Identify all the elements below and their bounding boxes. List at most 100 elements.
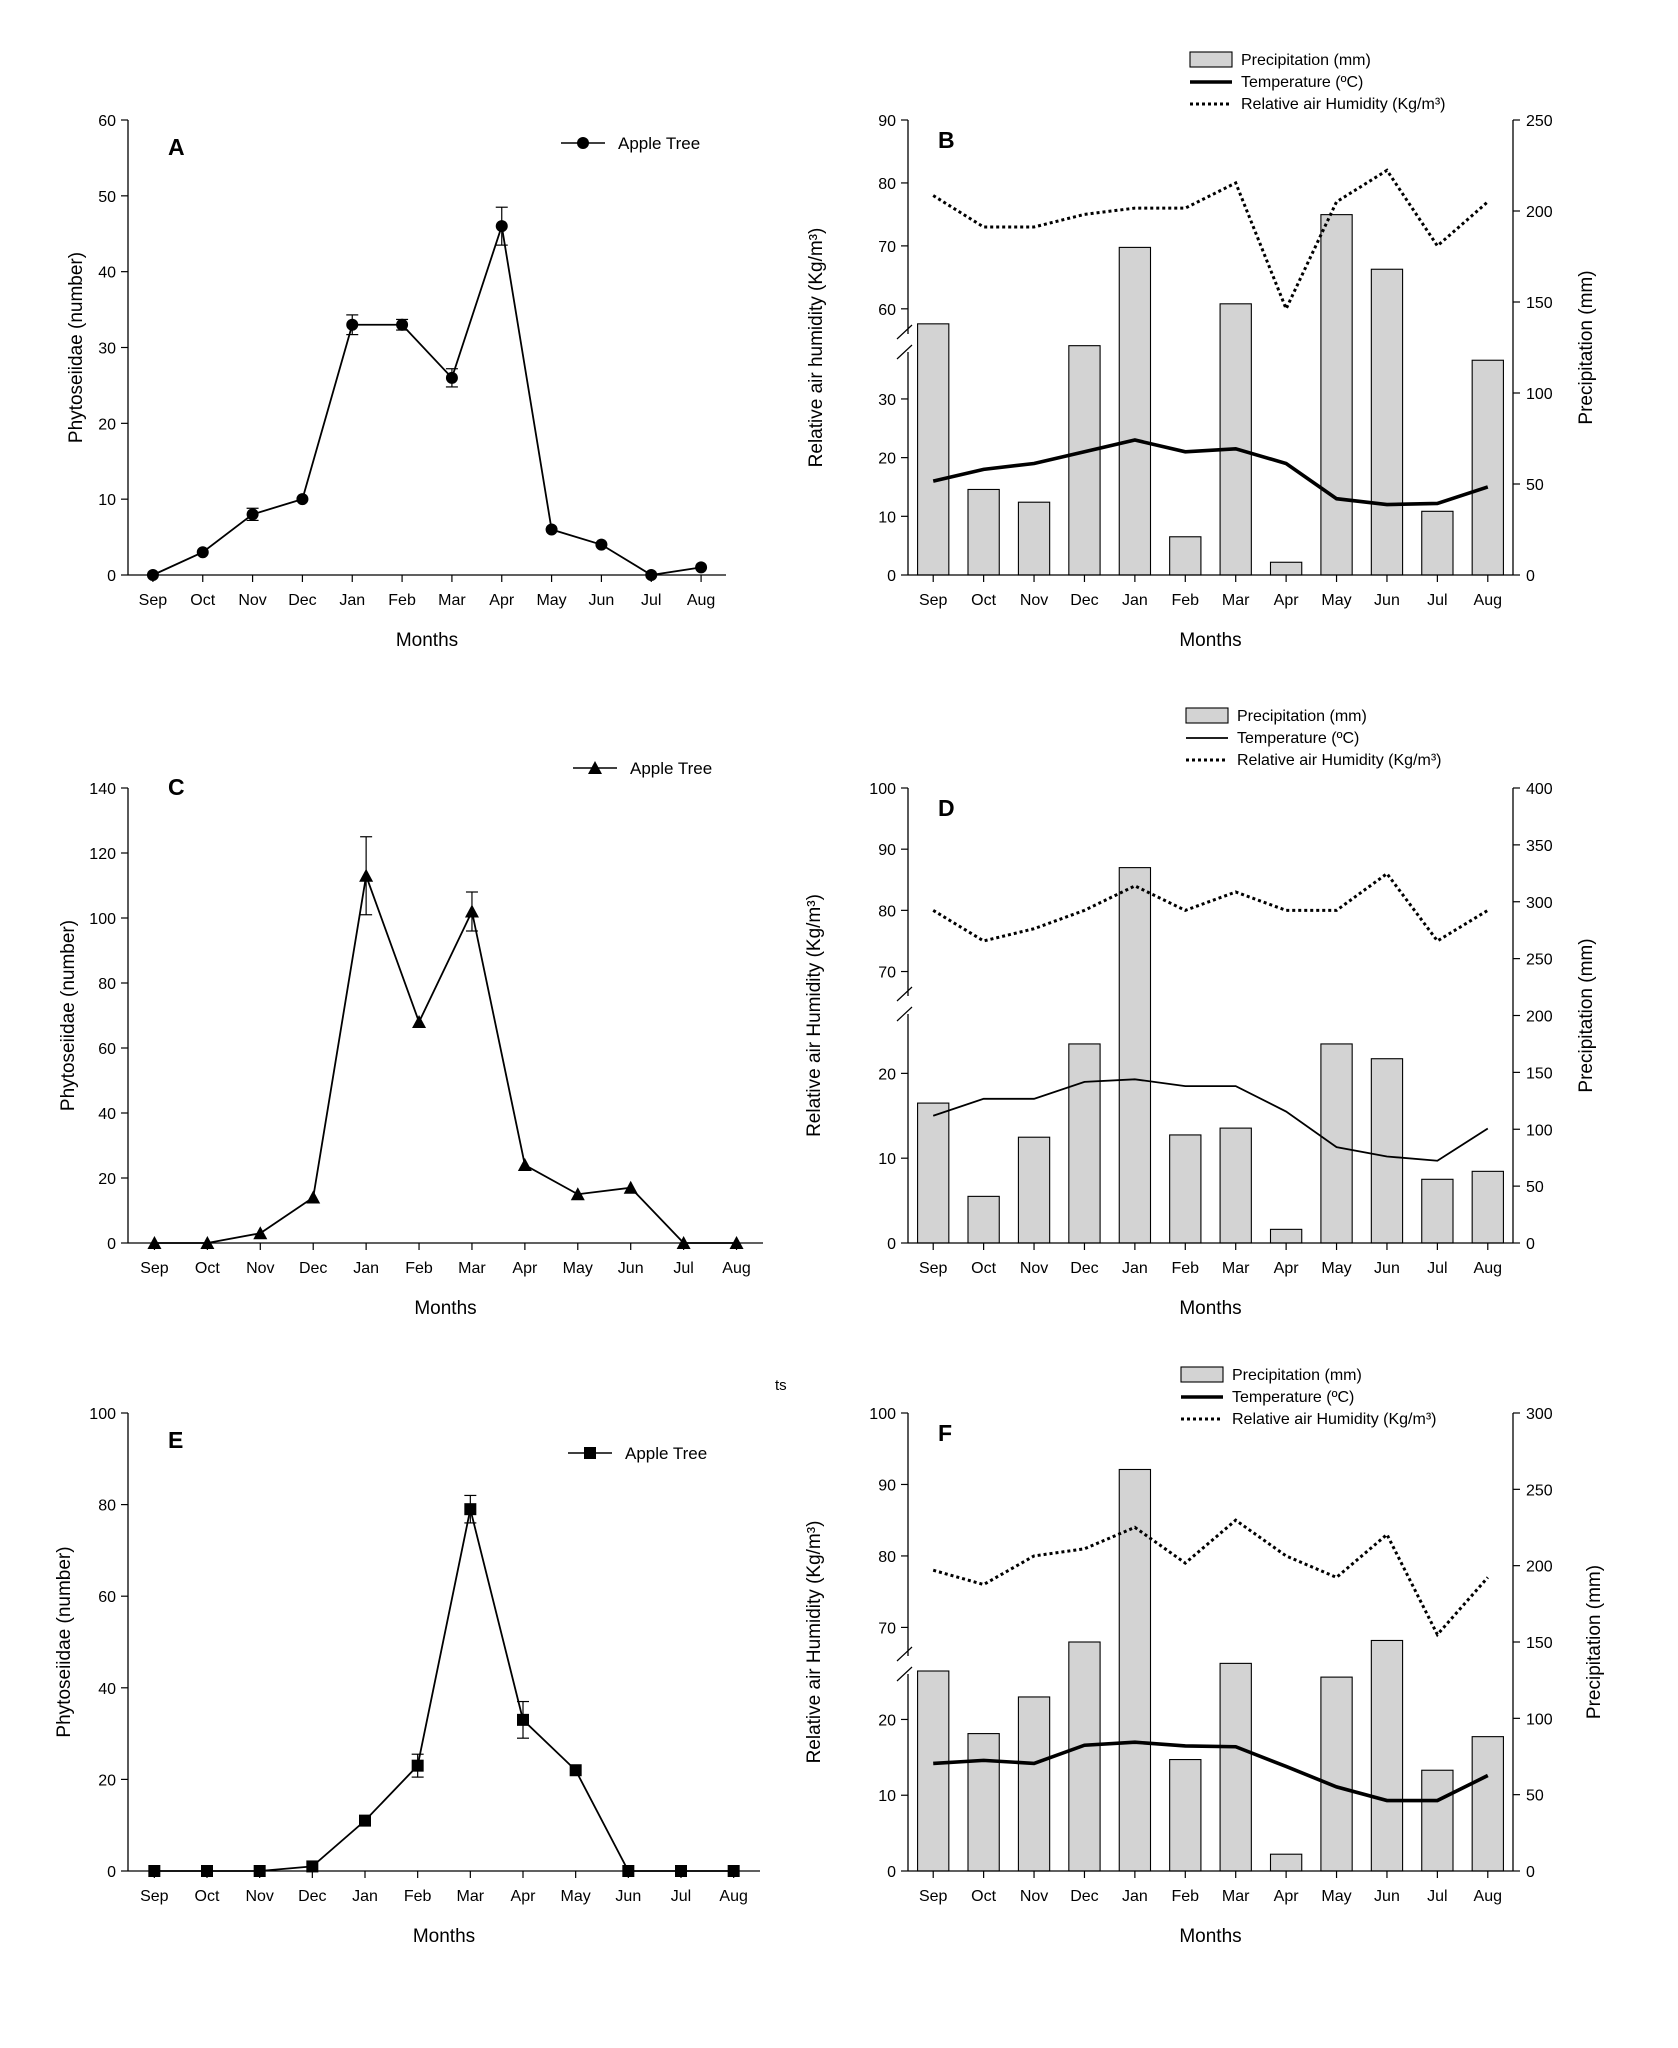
precipitation-bar-F (1269, 1853, 1303, 1872)
precipitation-bar-D (1471, 1170, 1504, 1244)
data-point-C (412, 1015, 427, 1028)
y-tick-label-right-B: 100 (1526, 386, 1553, 403)
y-tick-label-right-F: 200 (1526, 1559, 1553, 1576)
x-tick-label-D: Nov (1020, 1260, 1048, 1277)
x-tick-label-C: Feb (405, 1260, 433, 1277)
x-tick-label-D: Jan (1122, 1260, 1148, 1277)
legend-label-humidity-D: Relative air Humidity (Kg/m³) (1237, 752, 1441, 769)
x-tick-label-D: Mar (1222, 1260, 1250, 1277)
panel-label-C: C (168, 774, 185, 800)
y-tick-label-right-D: 150 (1526, 1065, 1553, 1082)
x-tick-label-B: Aug (1474, 592, 1502, 609)
data-point-E (411, 1759, 424, 1772)
x-tick-label-D: May (1321, 1260, 1351, 1277)
axis-break-F (896, 1646, 913, 1662)
y-tick-label-C: 40 (98, 1106, 116, 1123)
x-tick-label-E: Dec (298, 1888, 326, 1905)
x-tick-label-C: Jan (353, 1260, 379, 1277)
precipitation-bar-B (1471, 359, 1504, 576)
panel-label-F: F (938, 1420, 952, 1446)
data-point-A (495, 220, 508, 233)
x-axis-label-D: Months (1179, 1298, 1241, 1319)
x-tick-label-C: Jun (618, 1260, 644, 1277)
y-tick-label-right-D: 100 (1526, 1122, 1553, 1139)
precipitation-bar-F (1068, 1641, 1101, 1872)
x-tick-label-B: Dec (1070, 592, 1098, 609)
data-point-E (306, 1860, 319, 1873)
y-tick-label-right-B: 250 (1526, 113, 1553, 130)
panel-label-A: A (168, 134, 185, 160)
data-point-C (147, 1236, 162, 1249)
y-axis-label-left-B: Relative air humidity (Kg/m³) (806, 228, 827, 468)
humidity-line-D (932, 871, 1489, 943)
y-tick-label-right-D: 250 (1526, 952, 1553, 969)
x-tick-label-B: Mar (1222, 592, 1250, 609)
y-tick-label-C: 120 (89, 846, 116, 863)
data-point-E (464, 1503, 477, 1516)
y-tick-label-A: 0 (107, 568, 116, 585)
precipitation-bar-B (917, 323, 950, 576)
y-tick-label-left-F: 90 (878, 1477, 896, 1494)
x-tick-label-C: Mar (458, 1260, 486, 1277)
panel-label-D: D (938, 795, 955, 821)
y-tick-label-right-D: 200 (1526, 1009, 1553, 1026)
legend-swatch-precipitation-B (1189, 51, 1233, 68)
data-point-C (570, 1187, 585, 1201)
precipitation-bar-D (1118, 867, 1152, 1244)
x-tick-label-D: Feb (1172, 1260, 1200, 1277)
y-tick-label-right-D: 400 (1526, 781, 1553, 798)
humidity-line-B (932, 168, 1489, 313)
legend-label-precipitation-F: Precipitation (mm) (1232, 1367, 1362, 1384)
panel-label-E: E (168, 1427, 183, 1453)
data-point-A (146, 569, 159, 581)
x-tick-label-E: Jan (352, 1888, 378, 1905)
x-tick-label-A: Aug (687, 592, 715, 609)
data-point-A (346, 318, 359, 331)
x-tick-label-D: Jul (1427, 1260, 1447, 1277)
precipitation-bar-D (1370, 1058, 1404, 1244)
y-tick-label-right-D: 50 (1526, 1179, 1544, 1196)
y-tick-label-left-F: 80 (878, 1549, 896, 1566)
data-point-A (246, 508, 259, 521)
y-tick-label-A: 10 (98, 492, 116, 509)
y-axis-label-right-D: Precipitation (mm) (1576, 938, 1597, 1092)
y-tick-label-E: 0 (107, 1864, 116, 1881)
legend-marker-E (584, 1447, 596, 1459)
legend-label-E: Apple Tree (625, 1444, 707, 1463)
x-tick-label-A: Oct (190, 592, 215, 609)
y-tick-label-E: 40 (98, 1681, 116, 1698)
y-tick-label-right-D: 350 (1526, 838, 1553, 855)
x-tick-label-F: Dec (1070, 1888, 1098, 1905)
temperature-line-D (932, 1078, 1489, 1162)
y-tick-label-C: 60 (98, 1041, 116, 1058)
precipitation-bar-B (1017, 501, 1051, 576)
y-tick-label-left-D: 70 (878, 965, 896, 982)
y-tick-label-right-F: 150 (1526, 1635, 1553, 1652)
y-tick-label-left-B: 70 (878, 239, 896, 256)
x-axis-label-A: Months (396, 630, 458, 651)
data-point-E (201, 1865, 213, 1877)
y-tick-label-left-D: 80 (878, 903, 896, 920)
y-tick-label-right-B: 50 (1526, 477, 1544, 494)
y-tick-label-C: 20 (98, 1171, 116, 1188)
y-tick-label-left-F: 0 (887, 1864, 896, 1881)
y-tick-label-left-D: 90 (878, 842, 896, 859)
precipitation-bar-D (1269, 1228, 1303, 1244)
legend-label-temperature-D: Temperature (ºC) (1237, 730, 1359, 747)
y-tick-label-right-D: 300 (1526, 895, 1553, 912)
x-tick-label-F: Jun (1374, 1888, 1400, 1905)
precipitation-bar-F (1169, 1759, 1202, 1872)
precipitation-bar-F (1118, 1468, 1152, 1872)
y-tick-label-E: 100 (89, 1406, 116, 1423)
y-tick-label-right-B: 200 (1526, 204, 1553, 221)
data-point-C (200, 1236, 215, 1249)
x-tick-label-E: Mar (457, 1888, 485, 1905)
x-tick-label-F: Feb (1172, 1888, 1200, 1905)
precipitation-bar-D (917, 1102, 950, 1244)
y-axis-label-left-D: Relative air Humidity (Kg/m³) (804, 894, 825, 1137)
precipitation-bar-F (1320, 1676, 1353, 1872)
x-tick-label-A: May (536, 592, 566, 609)
legend-marker-A (577, 137, 589, 149)
legend-marker-C (588, 761, 602, 774)
precipitation-bar-D (1219, 1127, 1252, 1244)
